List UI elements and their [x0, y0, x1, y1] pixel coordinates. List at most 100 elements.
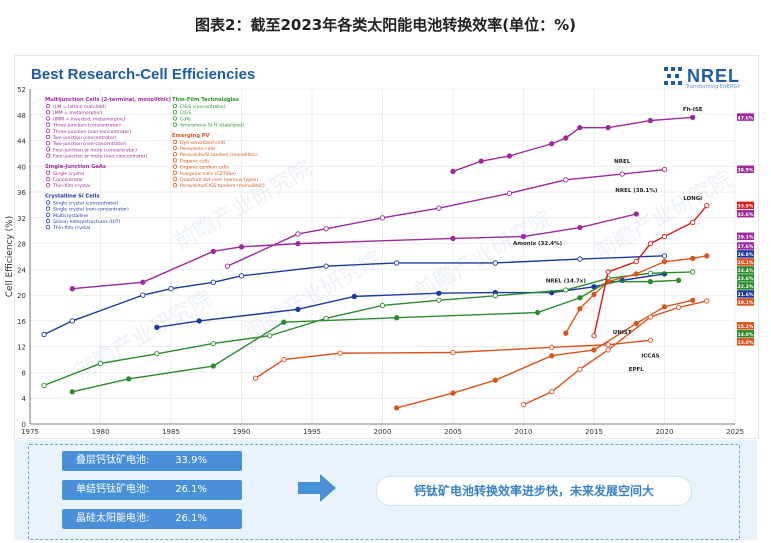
value-label-box	[737, 338, 754, 346]
data-point	[549, 353, 555, 359]
data-point	[140, 279, 146, 285]
x-tick-label: 2015	[585, 428, 603, 436]
value-label: 27.6%	[738, 244, 754, 250]
data-point	[704, 253, 710, 259]
data-point	[351, 293, 357, 300]
data-point	[154, 351, 160, 357]
legend-item: CIGS	[180, 110, 191, 116]
data-point	[126, 376, 132, 382]
y-tick-label: 48	[17, 112, 26, 120]
summary-value: 33.9%	[175, 455, 207, 466]
legend-marker	[172, 164, 178, 169]
legend-item: Concentrator	[53, 177, 83, 183]
logo-text: NREL	[687, 65, 740, 86]
legend-marker	[172, 109, 178, 115]
annotation-label: ICCAS	[641, 354, 659, 360]
series-line	[72, 279, 679, 393]
chart-heading: Best Research-Cell Efficiencies	[31, 66, 256, 83]
annotation-label: NREL (38.1%)	[615, 188, 658, 194]
legend-item: (MM = metamorphic)	[53, 110, 102, 116]
series-line	[565, 255, 707, 334]
data-point	[647, 240, 654, 247]
data-point	[647, 270, 654, 276]
data-point	[295, 306, 301, 312]
data-point	[97, 360, 104, 367]
legend-item: Perovskite/Si tandem (monolithic)	[180, 152, 258, 158]
legend-item: Amorphous Si:H (stabilized)	[180, 123, 244, 129]
data-point	[577, 125, 583, 131]
y-tick-label: 44	[17, 138, 26, 146]
legend-marker	[45, 212, 51, 217]
data-point	[605, 347, 611, 353]
chart-legend: Multijunction Cells (2-terminal, monolit…	[45, 97, 265, 231]
data-point	[478, 158, 484, 164]
y-tick-label: 52	[17, 86, 26, 94]
data-point	[591, 291, 597, 298]
data-point	[168, 286, 174, 292]
data-point	[69, 286, 75, 292]
nrel-logo-icon	[664, 67, 682, 85]
value-label: 29.1%	[738, 235, 754, 241]
legend-marker	[45, 182, 51, 188]
data-point	[492, 293, 498, 299]
legend-item: Single crystal	[53, 171, 84, 177]
data-point	[690, 219, 696, 226]
value-label: 26.8%	[738, 252, 754, 258]
logo-subtitle: Transforming ENERGY	[685, 84, 740, 90]
legend-marker	[45, 109, 51, 115]
value-label: 21.6%	[738, 292, 754, 298]
legend-marker	[45, 218, 51, 224]
x-tick-label: 1990	[233, 428, 251, 436]
value-label: 15.2%	[738, 324, 754, 330]
data-point	[577, 295, 583, 301]
data-point	[379, 302, 386, 309]
data-point	[323, 226, 329, 232]
data-point	[549, 344, 555, 350]
summary-value: 26.1%	[175, 513, 207, 524]
data-point	[605, 125, 611, 131]
data-point	[210, 340, 216, 347]
right-value-labels: 47.6% 39.5% 33.9% 32.6% 29.1% 27.6% 26.8% 26.1%…	[737, 113, 754, 346]
data-point	[633, 259, 639, 265]
data-point	[704, 202, 710, 209]
data-point	[69, 389, 75, 395]
data-point	[675, 277, 682, 283]
legend-marker	[45, 128, 51, 133]
value-label-box	[737, 165, 754, 174]
legend-item: Multicrystalline	[53, 213, 88, 219]
data-point	[577, 224, 583, 231]
data-point	[591, 333, 597, 339]
chart-lines	[41, 114, 710, 411]
x-tick-label: 1975	[21, 428, 39, 436]
y-axis-label: Cell Efficiency (%)	[5, 216, 15, 297]
legend-item: Inorganic cells (CZTSSe)	[180, 171, 236, 177]
data-point	[577, 366, 583, 372]
legend-item: (LM = lattice matched)	[53, 104, 106, 110]
data-point	[633, 271, 639, 277]
summary-value: 26.1%	[175, 484, 207, 495]
data-point	[210, 248, 216, 254]
legend-item: Three-junction (non-concentrator)	[52, 129, 131, 135]
legend-marker	[45, 103, 51, 109]
data-point	[450, 349, 456, 356]
legend-marker	[45, 200, 51, 205]
legend-marker	[172, 139, 178, 144]
data-point	[647, 278, 654, 285]
y-tick-label: 32	[17, 215, 26, 223]
legend-marker	[172, 151, 178, 157]
value-label: 24.4%	[738, 268, 754, 274]
chart-annotations: Fh-ISE NREL NREL (38.1%) LONGi Amonix (32.4%…	[513, 107, 703, 373]
y-tick-label: 28	[17, 241, 26, 249]
legend-marker	[45, 153, 51, 158]
data-point	[549, 389, 555, 395]
data-point	[450, 168, 456, 175]
x-tick-label: 1995	[303, 428, 321, 436]
summary-pill-tandem-perovskite: 叠层钙钛矿电池: 33.9%	[62, 451, 242, 471]
value-label-box	[737, 242, 754, 250]
data-point	[295, 240, 301, 247]
legend-marker	[45, 206, 51, 211]
data-point	[295, 231, 301, 237]
data-point	[210, 363, 216, 369]
legend-item: Thin-film crystal	[52, 183, 90, 189]
legend-marker	[172, 158, 178, 163]
